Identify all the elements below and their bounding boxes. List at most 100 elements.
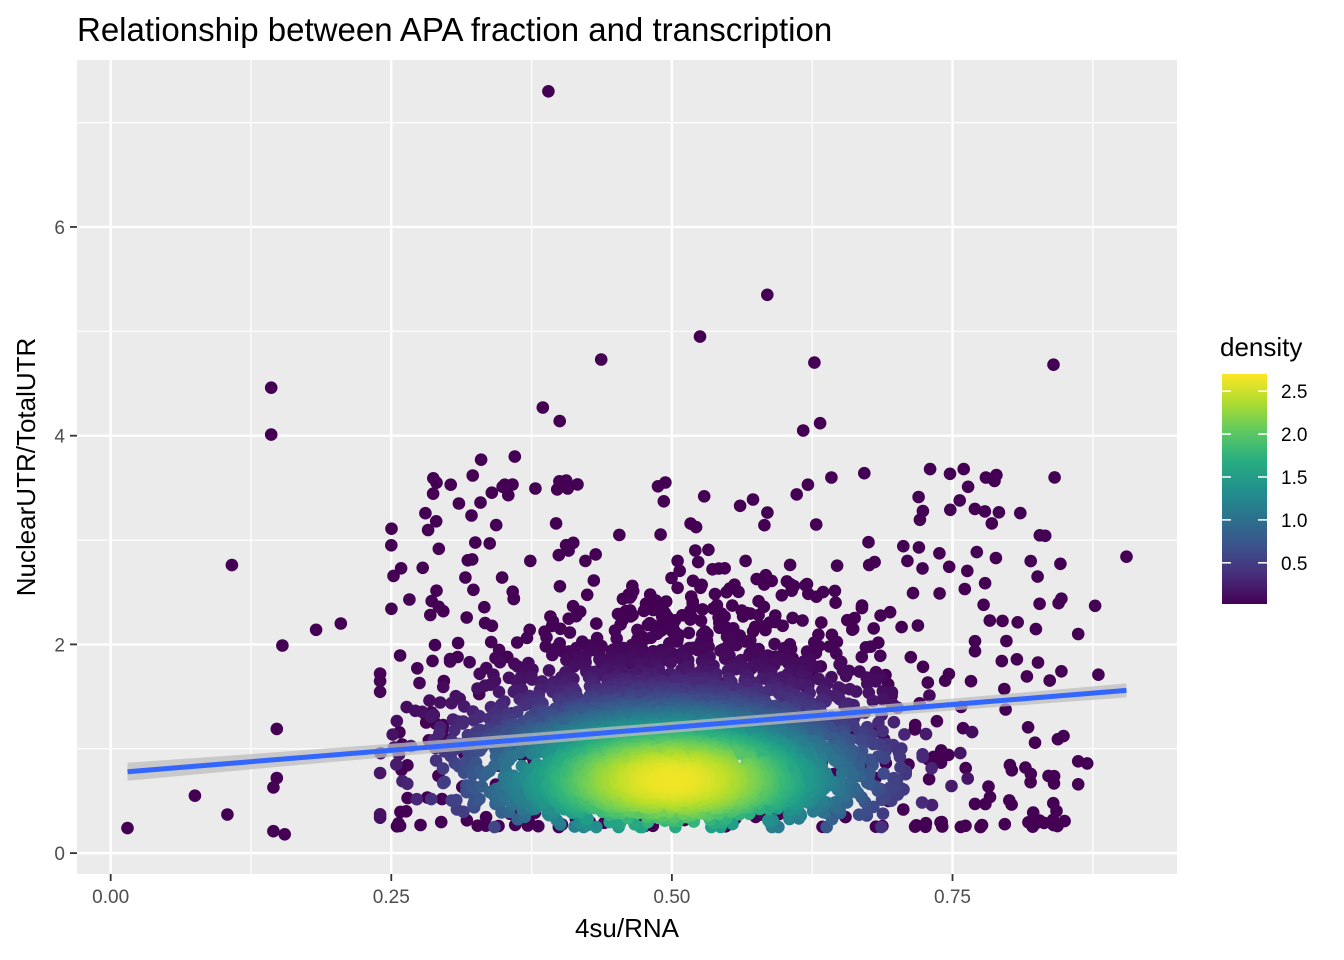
data-point: [432, 600, 446, 614]
data-point: [1042, 769, 1055, 783]
data-point: [855, 601, 869, 615]
data-point: [942, 667, 956, 681]
data-point: [965, 725, 979, 739]
data-point: [897, 539, 910, 553]
legend-ticks: 0.51.01.52.02.5: [1222, 382, 1307, 575]
data-point: [876, 724, 889, 738]
data-point: [906, 586, 920, 600]
data-point: [309, 623, 323, 637]
data-point: [430, 584, 443, 597]
data-point: [1043, 674, 1056, 687]
data-point: [732, 585, 745, 599]
data-point: [386, 728, 400, 741]
data-point: [995, 654, 1009, 668]
data-point: [933, 547, 946, 560]
y-tick-label: 0: [54, 844, 65, 865]
data-point: [801, 478, 815, 492]
data-point: [1028, 736, 1042, 749]
data-point: [390, 820, 404, 833]
data-point: [542, 85, 555, 98]
data-point: [373, 808, 387, 821]
data-point: [959, 761, 972, 775]
data-point: [1000, 634, 1013, 648]
data-point: [425, 792, 438, 806]
data-point: [752, 594, 765, 608]
data-point: [488, 820, 501, 834]
legend-label: 1.0: [1281, 511, 1307, 532]
data-point: [513, 746, 527, 760]
data-point: [925, 762, 938, 775]
data-point: [410, 792, 424, 806]
data-point: [1033, 529, 1047, 542]
data-point: [426, 487, 440, 501]
data-point: [974, 820, 987, 834]
data-point: [758, 518, 771, 532]
data-point: [934, 756, 948, 769]
data-point: [435, 792, 449, 806]
data-point: [1088, 599, 1102, 613]
data-point: [426, 654, 439, 668]
data-point: [520, 631, 534, 645]
data-point: [713, 621, 726, 635]
data-point: [589, 548, 602, 561]
data-point: [666, 773, 680, 787]
data-point: [904, 650, 918, 664]
data-point: [874, 649, 887, 663]
data-point: [935, 815, 948, 829]
data-point: [1048, 815, 1061, 829]
data-point: [529, 482, 542, 495]
legend-label: 2.5: [1281, 382, 1307, 403]
data-point: [748, 620, 762, 634]
data-point: [569, 609, 583, 623]
data-point: [1051, 732, 1065, 746]
data-point: [373, 766, 387, 780]
data-point: [916, 504, 930, 518]
data-point: [691, 555, 705, 569]
data-point: [1029, 622, 1043, 636]
data-point: [474, 453, 488, 467]
data-point: [718, 562, 731, 575]
data-point: [862, 535, 875, 549]
data-point: [492, 685, 506, 699]
data-point: [553, 580, 567, 593]
data-point: [695, 578, 708, 592]
y-axis-title: NuclearUTR/TotalUTR: [11, 338, 41, 597]
data-point: [428, 638, 442, 652]
data-point: [433, 696, 447, 709]
data-point: [846, 622, 860, 636]
data-point: [264, 428, 278, 441]
data-point: [996, 614, 1009, 628]
points-layer: [121, 85, 1133, 841]
data-point: [796, 614, 809, 627]
data-point: [665, 571, 678, 585]
data-point: [448, 724, 461, 737]
data-point: [859, 641, 873, 654]
data-point: [267, 824, 280, 838]
data-point: [970, 545, 984, 559]
data-point: [761, 288, 774, 302]
data-point: [483, 537, 497, 550]
data-point: [451, 636, 465, 650]
data-point: [854, 734, 868, 747]
data-point: [998, 817, 1012, 831]
data-point: [1071, 627, 1085, 641]
data-point: [726, 599, 739, 612]
legend-title: density: [1220, 332, 1302, 362]
data-point: [733, 499, 747, 513]
data-point: [921, 676, 935, 689]
data-point: [1031, 570, 1044, 583]
x-axis-title: 4su/RNA: [575, 913, 680, 943]
data-point: [958, 582, 972, 596]
data-point: [485, 619, 499, 633]
data-point: [385, 539, 398, 552]
legend-label: 1.5: [1281, 468, 1307, 489]
data-point: [1120, 550, 1133, 563]
data-point: [436, 762, 450, 775]
data-point: [1014, 506, 1027, 520]
data-point: [945, 779, 958, 793]
data-point: [264, 381, 278, 395]
data-point: [877, 767, 890, 780]
data-point: [121, 821, 134, 835]
data-point: [887, 772, 900, 785]
data-point: [964, 674, 978, 688]
